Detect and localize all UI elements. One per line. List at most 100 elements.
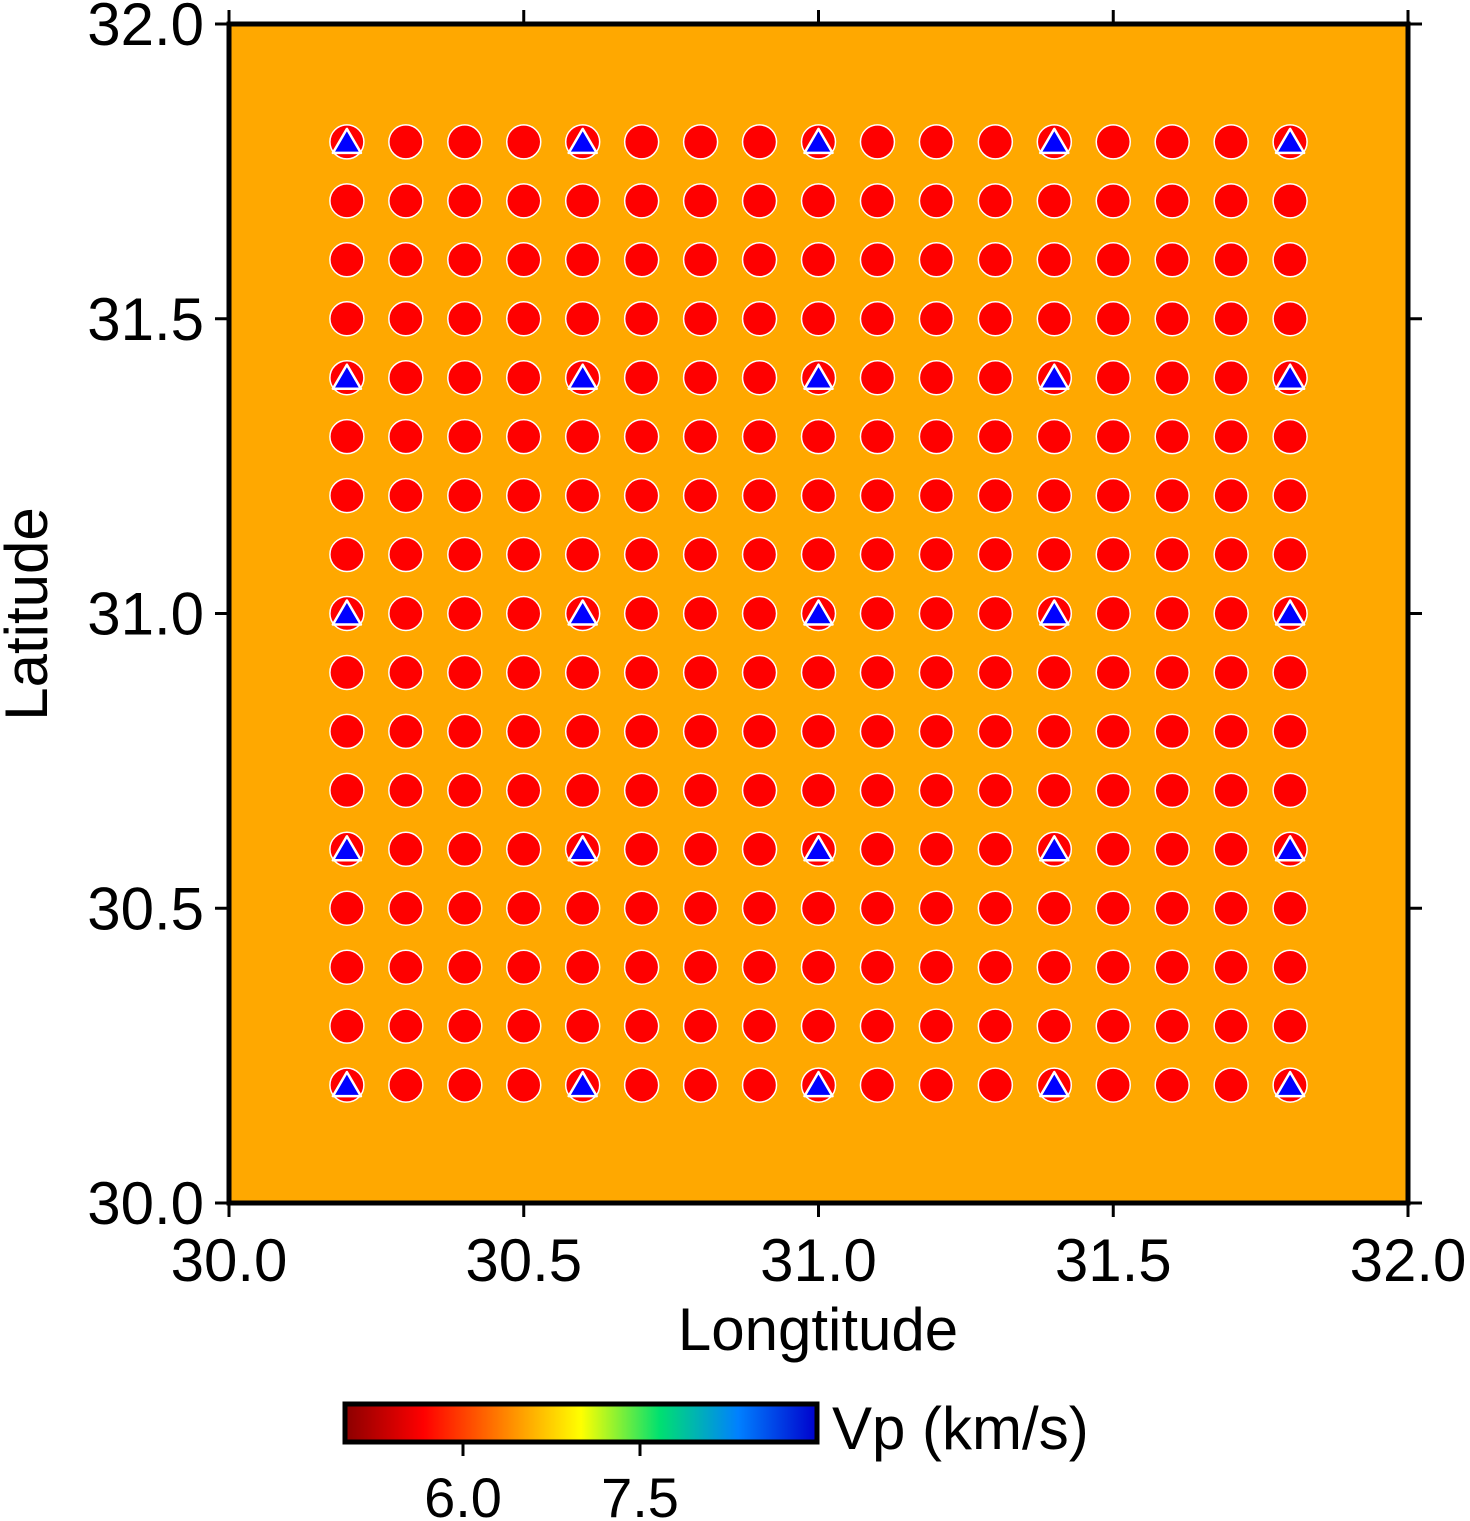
- grid-point: [623, 242, 660, 278]
- station-marker: [1274, 363, 1306, 390]
- grid-point: [1213, 890, 1249, 926]
- station-marker: [803, 1070, 834, 1098]
- colorbar-scale: [342, 1401, 820, 1445]
- x-axis-label: Longtitude: [678, 1296, 958, 1363]
- station-marker: [1039, 127, 1070, 155]
- grid-point: [506, 183, 542, 219]
- grid-point: [388, 536, 424, 573]
- station-marker: [1039, 599, 1070, 626]
- grid-point: [1213, 831, 1249, 868]
- grid-point: [1154, 772, 1190, 809]
- station-marker: [567, 835, 598, 862]
- grid-point: [800, 477, 837, 514]
- grid-point: [918, 242, 955, 278]
- grid-point: [741, 713, 778, 750]
- grid-point: [447, 242, 483, 278]
- grid-point: [506, 536, 542, 573]
- grid-point: [1272, 772, 1308, 809]
- grid-point: [329, 949, 365, 985]
- grid-point: [1272, 713, 1308, 750]
- grid-point: [682, 124, 719, 160]
- grid-point: [1213, 359, 1249, 396]
- grid-point: [1154, 242, 1190, 278]
- grid-point: [1154, 183, 1190, 219]
- y-tick-label: 31.0: [87, 581, 204, 648]
- grid-point: [329, 654, 365, 691]
- grid-point: [741, 124, 778, 160]
- grid-point: [388, 713, 424, 750]
- grid-point: [388, 890, 424, 926]
- grid-point: [682, 1067, 719, 1103]
- grid-point: [1095, 949, 1131, 985]
- grid-point: [682, 242, 719, 278]
- grid-point: [977, 654, 1014, 691]
- station-marker: [1274, 599, 1306, 626]
- grid-point: [1213, 183, 1249, 219]
- grid-point: [388, 124, 424, 160]
- grid-point: [506, 242, 542, 278]
- grid-point: [447, 359, 483, 396]
- grid-point: [623, 477, 660, 514]
- grid-point: [918, 536, 955, 573]
- grid-point: [1272, 418, 1308, 455]
- grid-point: [1272, 1008, 1308, 1044]
- grid-point: [859, 418, 896, 455]
- grid-point: [447, 1008, 483, 1044]
- grid-point: [1154, 713, 1190, 750]
- grid-point: [918, 359, 955, 396]
- grid-point: [859, 713, 896, 750]
- grid-point: [1095, 124, 1131, 160]
- grid-point: [329, 183, 365, 219]
- station-marker: [803, 835, 834, 862]
- grid-point: [918, 477, 955, 514]
- y-tick-label: 30.5: [87, 875, 204, 942]
- station-marker: [1039, 1070, 1070, 1098]
- grid-point: [1036, 183, 1073, 219]
- grid-point: [1095, 418, 1131, 455]
- colorbar-label: Vp (km/s): [832, 1395, 1089, 1462]
- grid-point: [977, 890, 1014, 926]
- grid-point: [977, 772, 1014, 809]
- grid-point: [682, 183, 719, 219]
- station-marker: [1274, 127, 1306, 155]
- grid-point: [1036, 654, 1073, 691]
- grid-point: [447, 183, 483, 219]
- grid-point: [682, 772, 719, 809]
- grid-point: [1272, 654, 1308, 691]
- grid-point: [800, 713, 837, 750]
- grid-point: [447, 1067, 483, 1103]
- station-marker: [567, 599, 598, 626]
- grid-point: [506, 654, 542, 691]
- grid-point: [859, 654, 896, 691]
- grid-point: [800, 183, 837, 219]
- grid-point: [1213, 536, 1249, 573]
- grid-point: [977, 477, 1014, 514]
- x-tick-label: 31.5: [1055, 1227, 1172, 1294]
- grid-point: [506, 713, 542, 750]
- grid-point: [506, 418, 542, 455]
- grid-point: [977, 595, 1014, 632]
- grid-point: [682, 654, 719, 691]
- grid-point: [1272, 183, 1308, 219]
- grid-point: [1154, 359, 1190, 396]
- grid-point: [859, 301, 896, 337]
- grid-point: [1154, 1008, 1190, 1044]
- station-marker: [803, 599, 834, 626]
- grid-point: [506, 890, 542, 926]
- x-tick-label: 30.0: [171, 1227, 288, 1294]
- grid-point: [623, 183, 660, 219]
- grid-point: [623, 654, 660, 691]
- grid-point: [1213, 595, 1249, 632]
- grid-point: [1154, 301, 1190, 337]
- x-axis: 30.0 30.5 31.0 31.5 32.0: [171, 10, 1466, 1294]
- grid-point: [859, 949, 896, 985]
- grid-point: [329, 1008, 365, 1044]
- grid-point: [1213, 654, 1249, 691]
- grid-point: [918, 1067, 955, 1103]
- grid-point: [918, 595, 955, 632]
- grid-point: [564, 242, 601, 278]
- grid-point: [623, 301, 660, 337]
- grid-point: [1095, 713, 1131, 750]
- grid-point: [623, 772, 660, 809]
- grid-point: [447, 301, 483, 337]
